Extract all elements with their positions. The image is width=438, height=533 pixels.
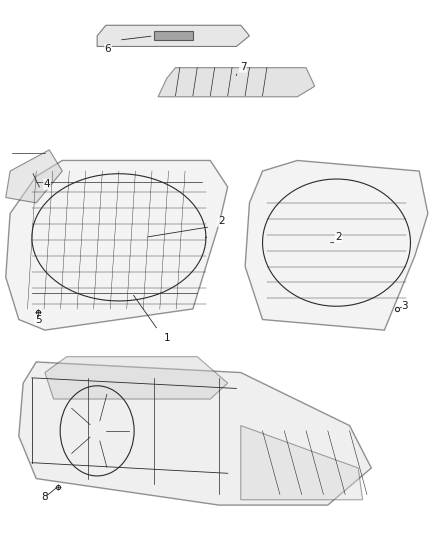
- Polygon shape: [6, 160, 228, 330]
- Polygon shape: [97, 25, 250, 46]
- Text: 2: 2: [336, 232, 342, 243]
- Polygon shape: [154, 30, 193, 40]
- Polygon shape: [45, 357, 228, 399]
- Text: 8: 8: [42, 492, 48, 502]
- Text: 1: 1: [163, 333, 170, 343]
- Text: 3: 3: [401, 301, 407, 311]
- Polygon shape: [241, 425, 363, 500]
- Polygon shape: [245, 160, 428, 330]
- Text: 5: 5: [35, 314, 42, 325]
- Text: 7: 7: [240, 62, 246, 72]
- Polygon shape: [158, 68, 315, 97]
- Polygon shape: [6, 150, 62, 203]
- Polygon shape: [19, 362, 371, 505]
- Text: 4: 4: [44, 179, 50, 189]
- Text: 2: 2: [218, 216, 225, 227]
- Text: 6: 6: [105, 44, 111, 54]
